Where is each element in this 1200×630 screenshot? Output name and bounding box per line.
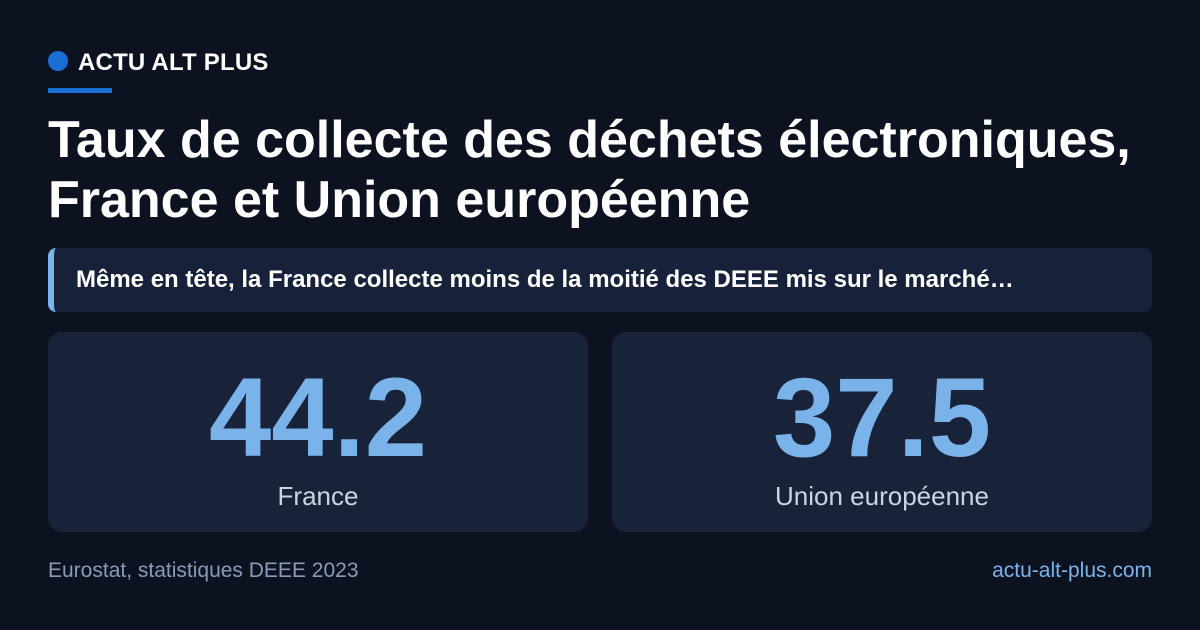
title: Taux de collecte des déchets électroniqu… bbox=[48, 111, 1131, 229]
brand-rule bbox=[48, 88, 112, 93]
subtitle: Même en tête, la France collecte moins d… bbox=[48, 248, 1152, 312]
brand: ACTU ALT PLUS bbox=[78, 49, 269, 76]
stat-value: 44.2 bbox=[209, 355, 427, 480]
stat-card: 44.2 France bbox=[48, 332, 588, 532]
brand-dot bbox=[48, 51, 68, 71]
site-link[interactable]: actu-alt-plus.com bbox=[992, 559, 1152, 582]
source: Eurostat, statistiques DEEE 2023 bbox=[48, 559, 359, 582]
stat-value: 37.5 bbox=[773, 355, 991, 480]
stat-label: France bbox=[277, 481, 359, 511]
stat-card: 37.5 Union européenne bbox=[612, 332, 1152, 532]
stat-label: Union européenne bbox=[775, 481, 989, 511]
